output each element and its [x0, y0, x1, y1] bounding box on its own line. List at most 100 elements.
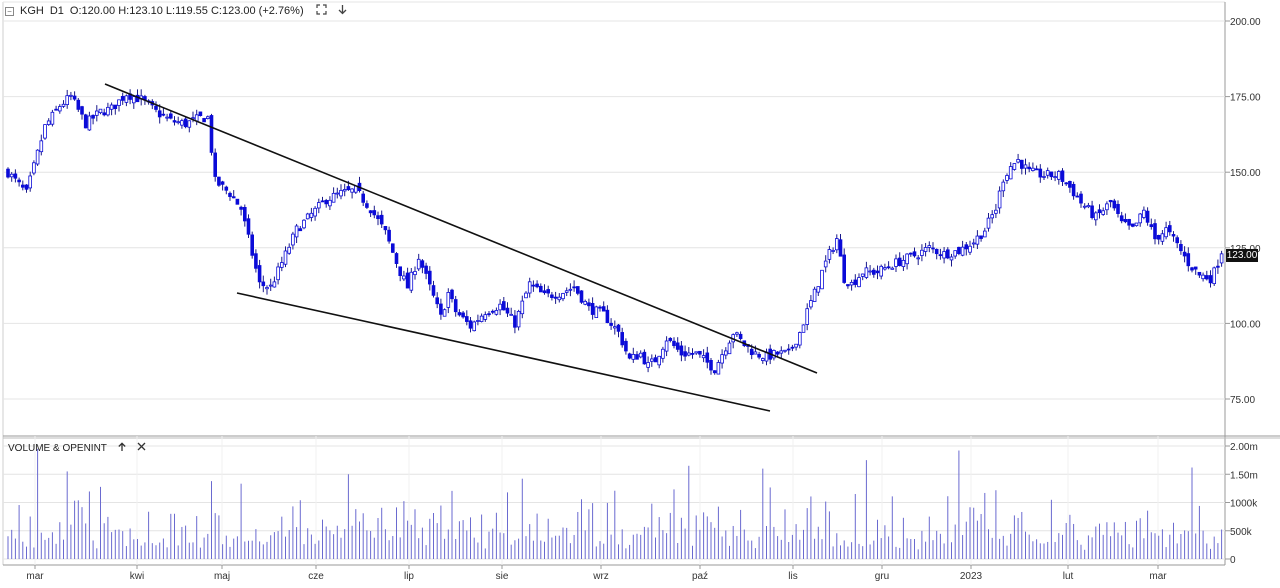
candle[interactable]	[1153, 219, 1157, 245]
candle[interactable]	[672, 337, 676, 349]
candle[interactable]	[694, 351, 698, 355]
candle[interactable]	[69, 91, 73, 101]
candle[interactable]	[76, 98, 81, 112]
candle[interactable]	[254, 249, 258, 273]
candle[interactable]	[568, 283, 573, 297]
candle[interactable]	[205, 115, 210, 120]
candle[interactable]	[520, 295, 525, 319]
candle[interactable]	[128, 89, 132, 105]
candle[interactable]	[675, 337, 680, 353]
candle[interactable]	[106, 102, 110, 117]
candle[interactable]	[372, 205, 377, 219]
candle[interactable]	[435, 292, 439, 309]
candle[interactable]	[1138, 212, 1143, 227]
candle[interactable]	[24, 184, 29, 193]
candle[interactable]	[420, 259, 425, 274]
candle[interactable]	[427, 266, 432, 291]
candle[interactable]	[453, 295, 458, 317]
candle[interactable]	[83, 113, 88, 129]
candle[interactable]	[757, 351, 761, 360]
candle[interactable]	[668, 337, 673, 343]
candle[interactable]	[938, 248, 943, 260]
candle[interactable]	[324, 198, 328, 208]
candle[interactable]	[875, 265, 880, 280]
candle[interactable]	[46, 118, 51, 126]
candle[interactable]	[720, 349, 724, 369]
candle[interactable]	[457, 309, 462, 317]
candle[interactable]	[139, 89, 144, 106]
expand-icon[interactable]	[316, 4, 327, 18]
candle[interactable]	[1119, 211, 1124, 224]
candle[interactable]	[250, 231, 255, 259]
candle[interactable]	[687, 347, 691, 357]
candle[interactable]	[868, 265, 872, 276]
candle[interactable]	[165, 113, 169, 122]
candle[interactable]	[513, 310, 517, 334]
candle[interactable]	[65, 89, 70, 109]
candle[interactable]	[461, 310, 465, 319]
candle[interactable]	[316, 198, 321, 214]
candle[interactable]	[920, 244, 924, 262]
candle[interactable]	[1201, 272, 1205, 282]
candle[interactable]	[17, 177, 21, 187]
candle[interactable]	[631, 347, 636, 363]
candle[interactable]	[135, 89, 140, 103]
candle[interactable]	[812, 286, 817, 302]
candle[interactable]	[605, 305, 610, 324]
candle[interactable]	[498, 299, 502, 316]
candle[interactable]	[472, 320, 476, 332]
candle[interactable]	[313, 206, 317, 221]
candle[interactable]	[860, 273, 865, 281]
candle[interactable]	[539, 283, 543, 293]
candle[interactable]	[1123, 213, 1128, 224]
candle[interactable]	[194, 109, 199, 126]
candle[interactable]	[294, 223, 299, 244]
candle[interactable]	[283, 246, 288, 268]
candle[interactable]	[561, 292, 565, 302]
candle[interactable]	[635, 351, 639, 360]
candle[interactable]	[798, 331, 802, 349]
candle[interactable]	[805, 303, 809, 331]
candle[interactable]	[431, 280, 436, 298]
candle[interactable]	[468, 316, 473, 333]
candle[interactable]	[990, 210, 994, 224]
candle[interactable]	[309, 207, 314, 222]
candle[interactable]	[328, 196, 332, 211]
candle[interactable]	[601, 301, 606, 312]
candle[interactable]	[1079, 191, 1083, 208]
candle[interactable]	[198, 111, 203, 117]
candle[interactable]	[576, 286, 580, 296]
candle[interactable]	[698, 350, 702, 358]
candle[interactable]	[953, 250, 957, 259]
candle[interactable]	[131, 95, 136, 109]
candle[interactable]	[490, 309, 495, 315]
candle[interactable]	[1212, 266, 1217, 286]
candle[interactable]	[335, 187, 340, 199]
candle[interactable]	[305, 212, 310, 220]
candle[interactable]	[912, 247, 917, 258]
candle[interactable]	[9, 172, 14, 182]
candle[interactable]	[1105, 201, 1109, 215]
candle[interactable]	[176, 116, 181, 125]
candle[interactable]	[753, 345, 758, 355]
candle[interactable]	[124, 94, 129, 107]
minimize-icon[interactable]: −	[5, 6, 14, 16]
candle[interactable]	[1168, 220, 1172, 236]
candle[interactable]	[620, 327, 624, 348]
candle[interactable]	[735, 331, 739, 338]
candle[interactable]	[157, 104, 162, 124]
candle[interactable]	[872, 267, 876, 278]
candle[interactable]	[901, 255, 906, 271]
candle[interactable]	[764, 348, 769, 366]
candle[interactable]	[690, 348, 695, 359]
candle[interactable]	[50, 109, 55, 127]
candle[interactable]	[235, 198, 240, 205]
move-up-icon[interactable]	[117, 441, 127, 455]
candle[interactable]	[1175, 235, 1180, 249]
candle[interactable]	[379, 210, 384, 229]
candle[interactable]	[535, 280, 539, 289]
candle[interactable]	[1101, 207, 1106, 216]
candle[interactable]	[1012, 163, 1017, 171]
candle[interactable]	[154, 101, 158, 113]
candle[interactable]	[816, 286, 821, 296]
